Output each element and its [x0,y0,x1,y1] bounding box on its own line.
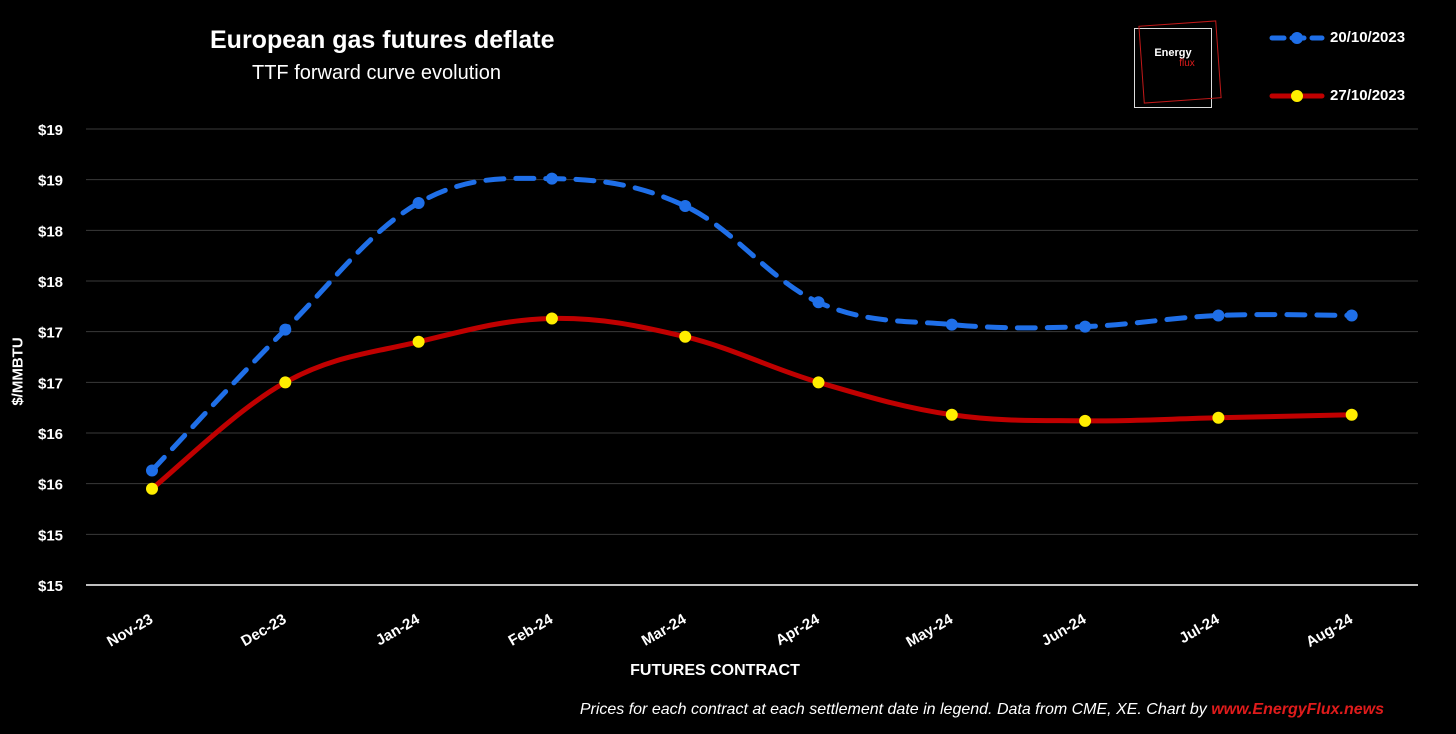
legend-label-series-2: 27/10/2023 [1330,87,1406,104]
legend-label-series-1: 20/10/2023 [1330,29,1406,46]
data-point-series-1 [945,318,958,331]
data-point-series-2 [279,376,292,389]
series-line-1 [149,175,1355,473]
data-point-series-2 [412,335,425,348]
data-point-series-1 [412,196,425,209]
series-lines [149,175,1355,492]
chart-subtitle: TTF forward curve evolution [252,62,501,84]
x-tick-labels: Nov-23 Dec-23 Jan-24 Feb-24 Mar-24 Apr-24 May-… [104,610,1356,650]
data-point-series-1 [812,296,825,309]
data-point-series-1 [1079,320,1092,333]
x-tick-label: Aug-24 [1303,610,1356,650]
logo-word-energy: Energy [1154,47,1192,59]
footer-source-text: Prices for each contract at each settlem… [579,701,1212,718]
data-point-series-1 [279,323,292,336]
y-tick-label: $15 [38,578,63,595]
data-point-series-1 [1345,309,1358,322]
y-axis-label: $/MMBTU [9,337,27,406]
y-tick-label: $17 [38,375,63,392]
x-tick-label: Dec-23 [238,611,289,650]
y-tick-label: $16 [38,477,63,494]
x-tick-label: Jul-24 [1176,610,1223,647]
x-tick-label: Nov-23 [104,611,156,651]
legend-marker-series-2 [1291,90,1303,102]
y-tick-label: $19 [38,173,63,190]
footer-link[interactable]: www.EnergyFlux.news [1211,701,1384,718]
data-point-series-2 [1079,414,1092,427]
data-point-series-1 [146,464,158,477]
x-axis-label: FUTURES CONTRACT [630,662,800,679]
data-point-series-1 [679,200,692,213]
legend-marker-series-1 [1291,32,1303,44]
x-tick-label: Feb-24 [506,610,557,649]
series-markers [146,172,1358,495]
x-tick-label: Mar-24 [639,610,690,649]
y-tick-label: $16 [38,426,63,443]
data-point-series-2 [146,482,158,495]
y-tick-label: $18 [38,274,63,291]
data-point-series-2 [1345,408,1358,421]
y-tick-label: $15 [38,527,63,544]
y-tick-label: $17 [38,325,63,342]
x-tick-label: May-24 [903,610,956,650]
footer-note: Prices for each contract at each settlem… [580,701,1384,719]
y-tick-labels: $15 $15 $16 $16 $17 $17 $18 $18 $19 $19 [38,122,63,595]
x-tick-label: Apr-24 [773,610,823,649]
energyflux-logo: Energy flux [1134,28,1212,108]
data-point-series-2 [679,330,692,343]
data-point-series-2 [1212,411,1225,424]
data-point-series-1 [1212,309,1225,322]
data-point-series-1 [545,172,558,185]
legend [1269,32,1325,102]
y-tick-label: $18 [38,223,63,240]
x-tick-label: Jun-24 [1039,610,1090,649]
logo-word-flux: flux [1179,58,1195,69]
data-point-series-2 [812,376,825,389]
data-point-series-2 [945,408,958,421]
series-line-2 [149,315,1355,492]
grid-lines [86,128,1418,586]
chart-title: European gas futures deflate [210,26,555,54]
y-tick-label: $19 [38,122,63,139]
data-point-series-2 [545,312,558,325]
x-tick-label: Jan-24 [373,610,423,649]
